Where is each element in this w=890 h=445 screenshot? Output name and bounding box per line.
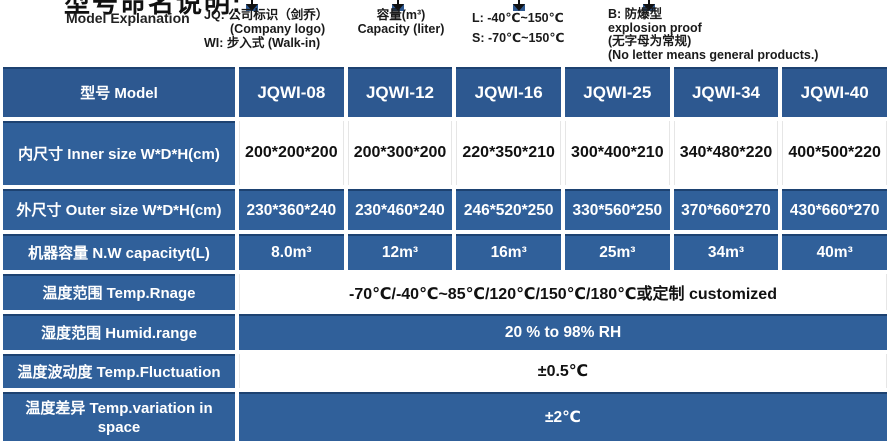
cell-outer-size: 230*360*240 [239,189,344,230]
cell-inner-size: 220*350*210 [456,121,561,185]
cell-inner-size: 200*200*200 [239,121,344,185]
down-arrow-icon [392,0,404,11]
cell-capacity: 34m³ [673,234,779,270]
column-header-model: JQWI-12 [347,67,453,117]
row-label-outer-size: 外尺寸 Outer size W*D*H(cm) [3,189,235,230]
annotation-line: explosion proof [608,20,702,35]
annotation-company-logo: JQ: 公司标识（剑乔） (Company logo) WI: 步入式 (Wal… [204,8,328,50]
model-explanation-title-zh: 型号命名说明: [64,0,243,18]
row-label-temp-range: 温度范围 Temp.Rnage [3,274,235,310]
cell-temp-range: -70℃/-40℃~85℃/120℃/150℃/180℃或定制 customiz… [239,274,887,310]
down-arrow-icon [513,0,525,11]
cell-outer-size: 246*520*250 [456,189,561,230]
cell-inner-size: 400*500*220 [782,121,887,185]
cell-capacity: 40m³ [782,234,887,270]
column-header-model: JQWI-16 [456,67,561,117]
cell-capacity: 8.0m³ [239,234,344,270]
annotation-line: Capacity (liter) [357,22,445,36]
row-label-temp-fluctuation: 温度波动度 Temp.Fluctuation [3,354,235,388]
annotation-line: JQ: 公司标识（剑乔） [204,8,329,22]
cell-outer-size: 370*660*270 [673,189,779,230]
annotation-temperature-codes: L: -40℃~150℃ S: -70℃~150℃ [472,8,564,48]
annotation-capacity: 容量(m³) Capacity (liter) [345,8,457,36]
cell-temp-variation: ±2℃ [239,392,887,441]
column-header-model: JQWI-08 [239,67,344,117]
row-label-inner-size: 内尺寸 Inner size W*D*H(cm) [3,121,235,185]
cell-capacity: 16m³ [456,234,561,270]
row-label-temp-variation: 温度差异 Temp.variation in space [3,392,235,441]
row-label-humidity-range: 湿度范围 Humid.range [3,314,235,350]
spec-table: 型号 Model JQWI-08 JQWI-12 JQWI-16 JQWI-25… [3,67,887,441]
cell-temp-fluctuation: ±0.5℃ [239,354,887,388]
cell-outer-size: 430*660*270 [782,189,887,230]
model-explanation-title-en: Model Explanation [66,10,190,26]
annotation-line: L: -40℃~150℃ [472,11,564,25]
cell-inner-size: 200*300*200 [347,121,453,185]
annotation-line: (无字母为常规) [608,34,692,48]
cell-capacity: 25m³ [564,234,670,270]
annotation-line: S: -70℃~150℃ [472,31,565,45]
annotation-line: WI: 步入式 (Walk-in) [204,36,321,50]
table-header-model: 型号 Model [3,67,235,117]
cell-outer-size: 230*460*240 [347,189,453,230]
annotation-line: B: 防爆型 [608,7,663,21]
column-header-model: JQWI-40 [782,67,887,117]
cell-humidity-range: 20 % to 98% RH [239,314,887,350]
row-label-capacity: 机器容量 N.W capacityt(L) [3,234,235,270]
cell-capacity: 12m³ [347,234,453,270]
annotation-line: 容量(m³) [376,8,426,22]
down-arrow-icon [643,0,655,11]
annotation-explosion-proof: B: 防爆型 explosion proof (无字母为常规) (No lett… [608,7,819,62]
column-header-model: JQWI-25 [564,67,670,117]
cell-inner-size: 300*400*210 [564,121,670,185]
annotation-line: (No letter means general products.) [608,47,819,62]
down-arrow-icon [246,0,258,11]
cell-inner-size: 340*480*220 [673,121,779,185]
column-header-model: JQWI-34 [673,67,779,117]
cell-outer-size: 330*560*250 [564,189,670,230]
annotation-line: (Company logo) [230,22,326,36]
